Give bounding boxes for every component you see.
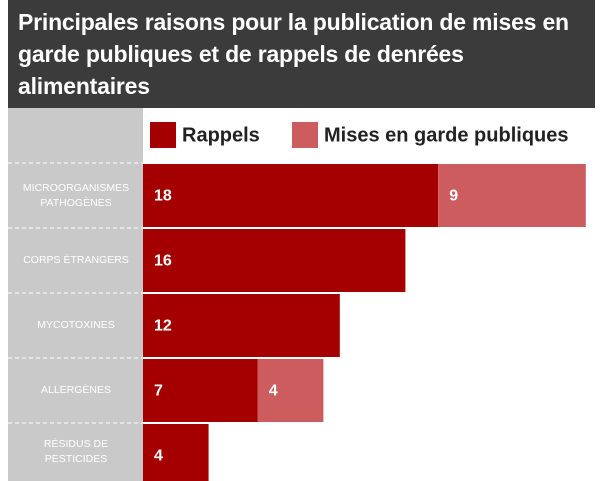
category-label: MYCOTOXINES	[37, 319, 115, 331]
legend-swatch	[292, 122, 318, 148]
bar-segment	[438, 164, 586, 227]
legend-label: Rappels	[182, 124, 260, 146]
bar-segment	[257, 359, 324, 422]
legend-swatch	[150, 122, 176, 148]
data-label: 4	[154, 448, 163, 465]
data-label: 16	[154, 253, 172, 270]
category-label: CORPS ÉTRANGERS	[23, 254, 129, 266]
category-column	[8, 108, 143, 481]
bar-segment	[143, 424, 209, 481]
data-label: 4	[269, 383, 278, 400]
data-label: 7	[154, 383, 163, 400]
data-label: 9	[449, 188, 458, 205]
bar-segment	[143, 229, 406, 292]
bar-segment	[143, 164, 439, 227]
bar-segment	[143, 359, 258, 422]
data-label: 12	[154, 318, 172, 335]
legend-label: Mises en garde publiques	[324, 124, 569, 146]
bar-segment	[143, 294, 340, 357]
data-label: 18	[154, 188, 172, 205]
category-label: MICROORGANISMES PATHOGÈNES	[22, 181, 130, 209]
category-label: RÉSIDUS DE PESTICIDES	[43, 438, 109, 465]
chart-title: Principales raisons pour la publication …	[8, 0, 595, 108]
category-label: ALLERGÈNES	[40, 384, 112, 396]
